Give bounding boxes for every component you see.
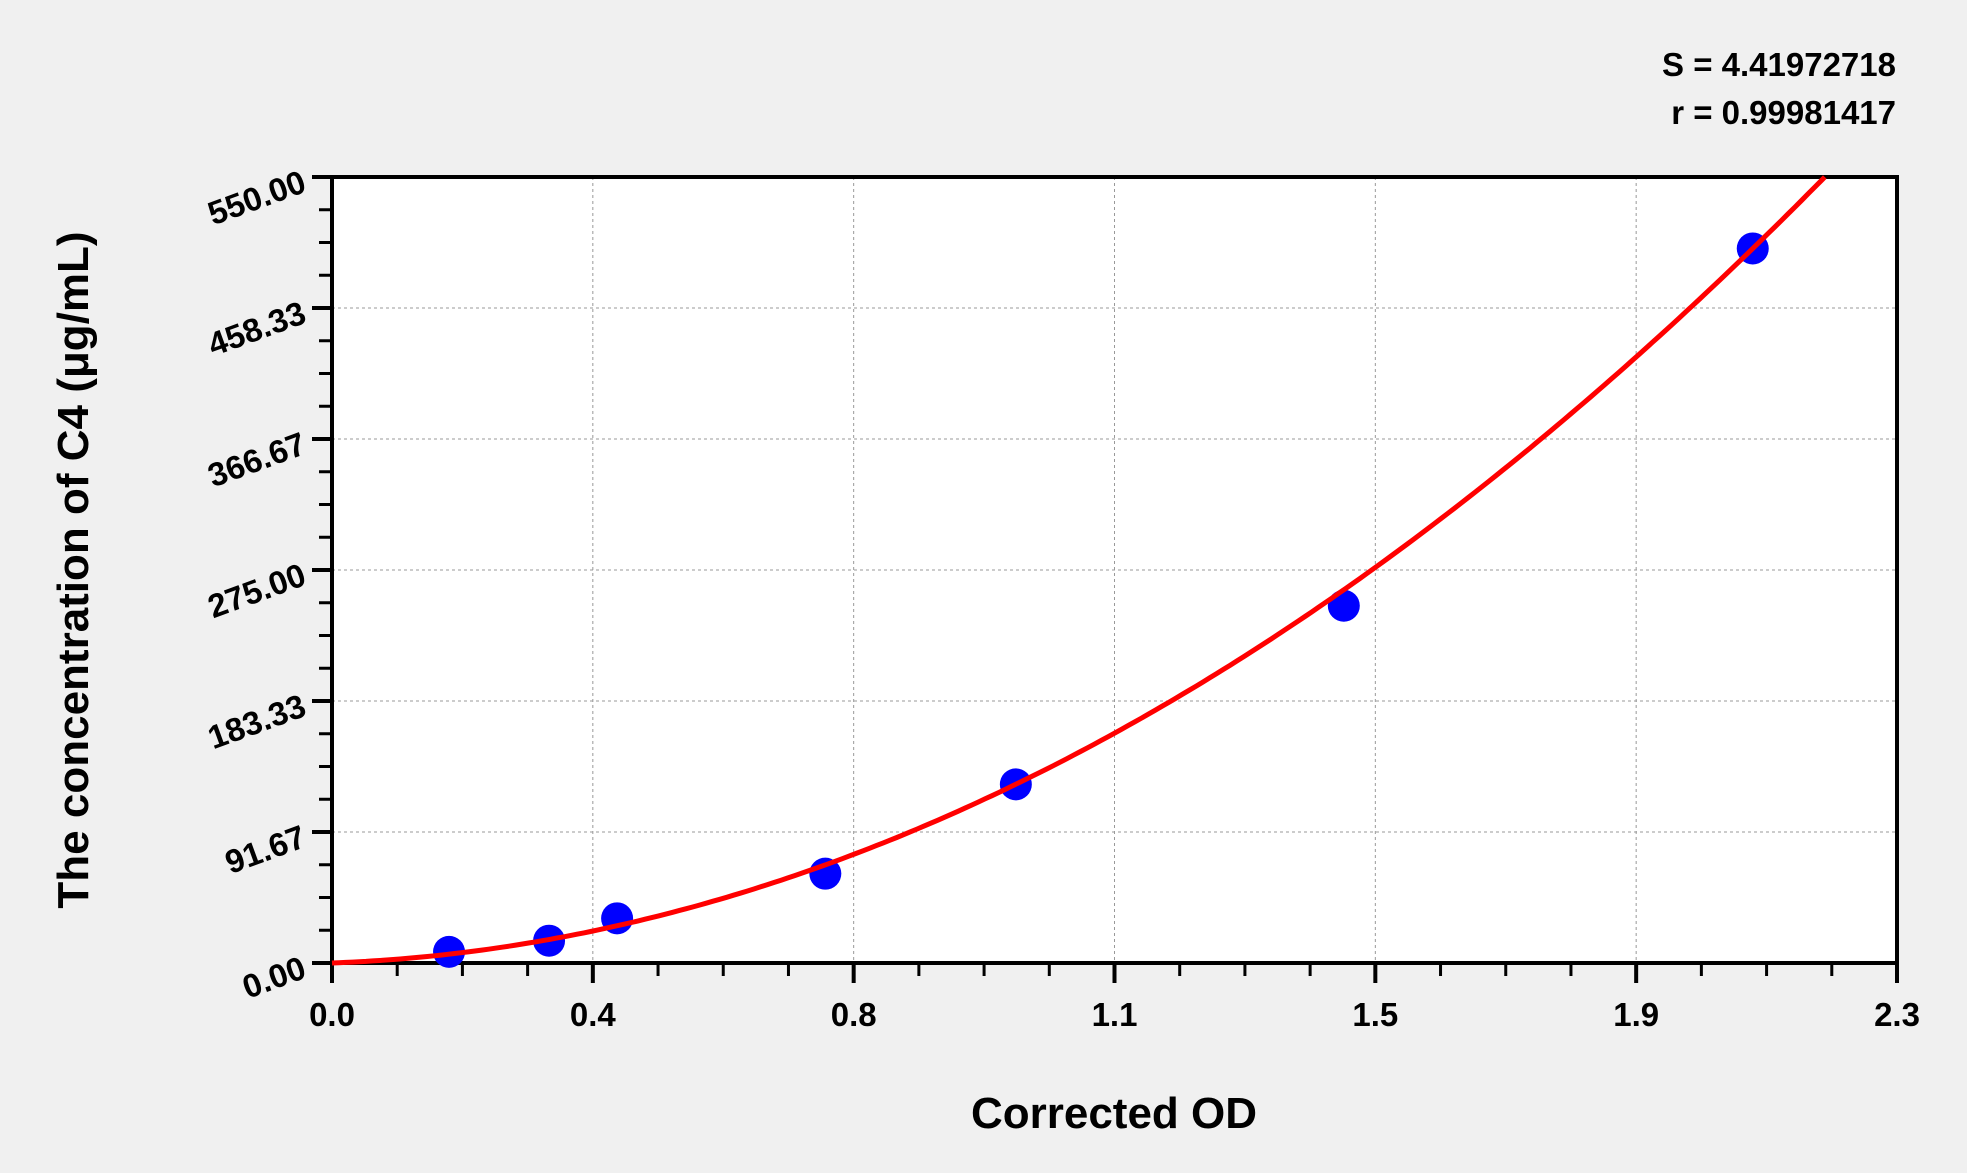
x-tick-label: 1.5 <box>1352 996 1398 1033</box>
y-tick-label: 91.67 <box>220 818 310 881</box>
x-axis-title: Corrected OD <box>971 1089 1257 1138</box>
y-tick-labels: 0.00 91.67 183.33 275.00 366.67 458.33 550.00 <box>203 163 311 1006</box>
y-tick-label: 275.00 <box>203 556 311 625</box>
y-tick-label: 458.33 <box>203 294 311 363</box>
s-statistic: S = 4.41972718 <box>1662 46 1896 83</box>
x-tick-label: 1.1 <box>1092 996 1138 1033</box>
plot-frame <box>330 175 1899 965</box>
y-tick-label: 0.00 <box>237 949 310 1006</box>
y-tick-label: 550.00 <box>203 163 311 232</box>
x-tick-label: 2.3 <box>1874 996 1920 1033</box>
x-tick-label: 0.8 <box>831 996 877 1033</box>
r-statistic: r = 0.99981417 <box>1671 94 1896 131</box>
x-tick-label: 0.0 <box>309 996 355 1033</box>
y-tick-label: 183.33 <box>203 687 311 756</box>
y-axis-title: The concentration of C4 (μg/mL) <box>49 231 98 908</box>
fit-curve <box>331 175 1827 966</box>
x-tick-labels: 0.0 0.4 0.8 1.1 1.5 1.9 2.3 <box>309 996 1920 1033</box>
x-tick-label: 1.9 <box>1613 996 1659 1033</box>
data-marks <box>331 175 1827 968</box>
data-point <box>1327 589 1360 622</box>
y-tick-label: 366.67 <box>203 425 311 494</box>
x-tick-label: 0.4 <box>570 996 617 1033</box>
ticks <box>312 175 1899 983</box>
